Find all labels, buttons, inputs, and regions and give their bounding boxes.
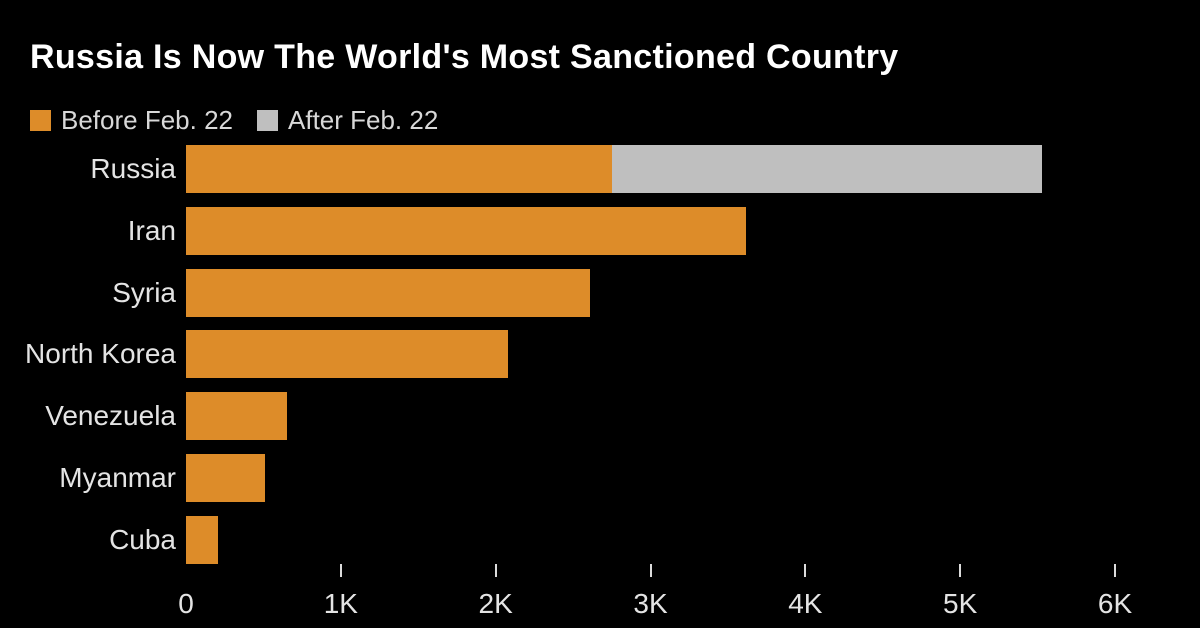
axis-tick-label: 0 [178,588,194,619]
axis-tick [959,564,962,577]
bar-segment-before [186,206,746,255]
country-label-myanmar: Myanmar [59,461,176,493]
bar-track-syria [186,268,1115,317]
bar-track-cuba [186,515,1115,564]
axis-tick [649,564,652,577]
axis-tick-label: 1K [323,588,358,619]
axis-tick-label: 4K [788,588,823,619]
axis-tick [804,564,807,577]
bar-segment-before [186,268,590,317]
x-axis: 0 1K 2K 3K 4K 5K 6K [178,564,1132,624]
country-label-russia: Russia [90,153,176,184]
country-label-syria: Syria [112,276,176,308]
legend: Before Feb. 22 After Feb. 22 [30,105,438,136]
axis-tick [339,564,342,577]
legend-item-after: After Feb. 22 [257,105,438,136]
axis-tick [494,564,497,577]
legend-item-before: Before Feb. 22 [30,105,233,136]
bar-row-north-korea: North Korea [0,330,1200,379]
bar-row-venezuela: Venezuela [0,392,1200,441]
bar-row-myanmar: Myanmar [0,453,1200,502]
legend-label-after: After Feb. 22 [288,105,439,135]
bar-chart: Russia Iran Syria North Korea Venezuela … [0,145,1200,564]
axis-tick-label: 2K [478,588,513,619]
country-label-cuba: Cuba [109,523,176,555]
legend-swatch-after-icon [257,110,278,131]
bar-segment-before [186,453,265,502]
axis-tick-label: 6K [1097,588,1133,619]
bar-track-north-korea [186,330,1115,379]
bar-track-venezuela [186,392,1115,441]
country-label-north-korea: North Korea [25,338,176,370]
axis-tick-label: 3K [633,588,668,619]
bar-track-iran [186,206,1115,255]
bar-segment-after [612,145,1043,193]
bar-segment-before [186,392,287,441]
bar-segment-before [186,145,613,193]
country-label-venezuela: Venezuela [45,400,176,432]
bar-row-cuba: Cuba [0,515,1200,564]
axis-tick [1114,564,1116,577]
legend-label-before: Before Feb. 22 [61,105,233,135]
bar-row-iran: Iran [0,206,1200,255]
bar-segment-before [186,330,508,379]
legend-swatch-before-icon [30,110,51,131]
bar-segment-before [186,515,219,564]
bar-row-russia: Russia [0,145,1200,193]
bar-track-russia [186,145,1115,193]
country-label-iran: Iran [127,214,176,246]
axis-tick-label: 5K [943,588,978,619]
bar-row-syria: Syria [0,268,1200,317]
bar-track-myanmar [186,453,1115,502]
chart-title: Russia Is Now The World's Most Sanctione… [30,38,899,76]
